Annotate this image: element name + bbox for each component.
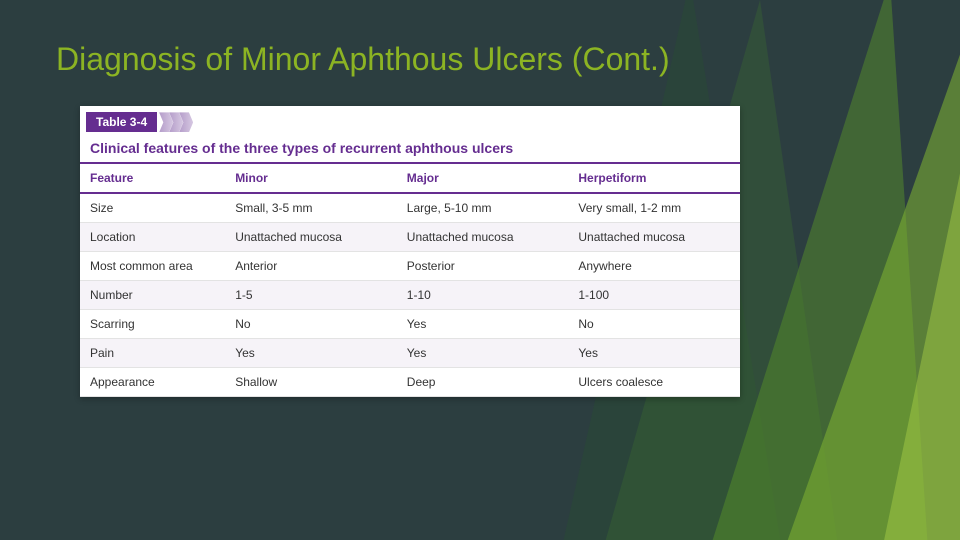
table-row: Most common areaAnteriorPosteriorAnywher…	[80, 252, 740, 281]
col-major: Major	[397, 164, 569, 193]
table-cell: 1-5	[225, 281, 397, 310]
table-row: ScarringNoYesNo	[80, 310, 740, 339]
table-cell: Large, 5-10 mm	[397, 193, 569, 223]
table-header-row: Feature Minor Major Herpetiform	[80, 164, 740, 193]
col-feature: Feature	[80, 164, 225, 193]
table-row: Number1-51-101-100	[80, 281, 740, 310]
table-cell: Unattached mucosa	[568, 223, 740, 252]
table-cell: 1-10	[397, 281, 569, 310]
table-cell: Pain	[80, 339, 225, 368]
table-cell: Appearance	[80, 368, 225, 397]
table-cell: Yes	[397, 339, 569, 368]
table-cell: Size	[80, 193, 225, 223]
table-cell: Location	[80, 223, 225, 252]
table-cell: Anterior	[225, 252, 397, 281]
table-cell: 1-100	[568, 281, 740, 310]
chevron-icon	[159, 112, 193, 132]
table-cell: Number	[80, 281, 225, 310]
table-cell: Unattached mucosa	[397, 223, 569, 252]
table-cell: No	[568, 310, 740, 339]
col-minor: Minor	[225, 164, 397, 193]
table-cell: Posterior	[397, 252, 569, 281]
slide-title: Diagnosis of Minor Aphthous Ulcers (Cont…	[56, 40, 696, 78]
table-cell: No	[225, 310, 397, 339]
table-cell: Shallow	[225, 368, 397, 397]
table-cell: Very small, 1-2 mm	[568, 193, 740, 223]
table-card: Table 3-4 Clinical features of the three…	[80, 106, 740, 397]
clinical-features-table: Feature Minor Major Herpetiform SizeSmal…	[80, 164, 740, 397]
table-row: AppearanceShallowDeepUlcers coalesce	[80, 368, 740, 397]
table-cell: Scarring	[80, 310, 225, 339]
table-cell: Anywhere	[568, 252, 740, 281]
table-row: SizeSmall, 3-5 mmLarge, 5-10 mmVery smal…	[80, 193, 740, 223]
table-row: PainYesYesYes	[80, 339, 740, 368]
table-cell: Small, 3-5 mm	[225, 193, 397, 223]
table-cell: Yes	[568, 339, 740, 368]
table-badge-row: Table 3-4	[80, 106, 740, 132]
table-body: SizeSmall, 3-5 mmLarge, 5-10 mmVery smal…	[80, 193, 740, 397]
slide: Diagnosis of Minor Aphthous Ulcers (Cont…	[0, 0, 960, 540]
table-caption: Clinical features of the three types of …	[80, 132, 740, 164]
table-cell: Yes	[397, 310, 569, 339]
table-badge: Table 3-4	[86, 112, 157, 132]
table-cell: Unattached mucosa	[225, 223, 397, 252]
table-cell: Most common area	[80, 252, 225, 281]
table-cell: Deep	[397, 368, 569, 397]
table-row: LocationUnattached mucosaUnattached muco…	[80, 223, 740, 252]
table-cell: Ulcers coalesce	[568, 368, 740, 397]
col-herpetiform: Herpetiform	[568, 164, 740, 193]
table-cell: Yes	[225, 339, 397, 368]
